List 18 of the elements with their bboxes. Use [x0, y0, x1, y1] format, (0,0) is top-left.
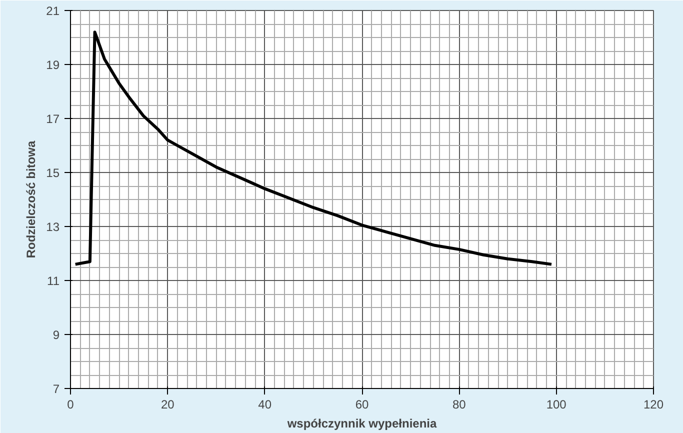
line-series	[74, 30, 553, 266]
x-tick-label: 20	[160, 398, 175, 412]
y-tick-label: 19	[46, 58, 60, 72]
y-tick-label: 17	[46, 112, 60, 126]
x-axis-title: współczynnik wypełnienia	[286, 416, 438, 430]
x-tick-label: 100	[546, 398, 567, 412]
y-axis-title: Rodzielczość bitowa	[24, 140, 38, 258]
x-tick-label: 40	[258, 398, 272, 412]
x-tick-label: 120	[643, 398, 664, 412]
y-tick-label: 15	[46, 166, 60, 180]
y-tick-label: 13	[46, 220, 60, 234]
x-tick-label: 0	[67, 398, 74, 412]
y-tick-label: 11	[47, 274, 60, 288]
x-tick-label: 80	[452, 398, 466, 412]
y-tick-label: 7	[52, 382, 60, 396]
y-tick-label: 9	[52, 328, 60, 342]
y-tick-label: 21	[46, 4, 60, 18]
x-tick-label: 60	[355, 398, 369, 412]
